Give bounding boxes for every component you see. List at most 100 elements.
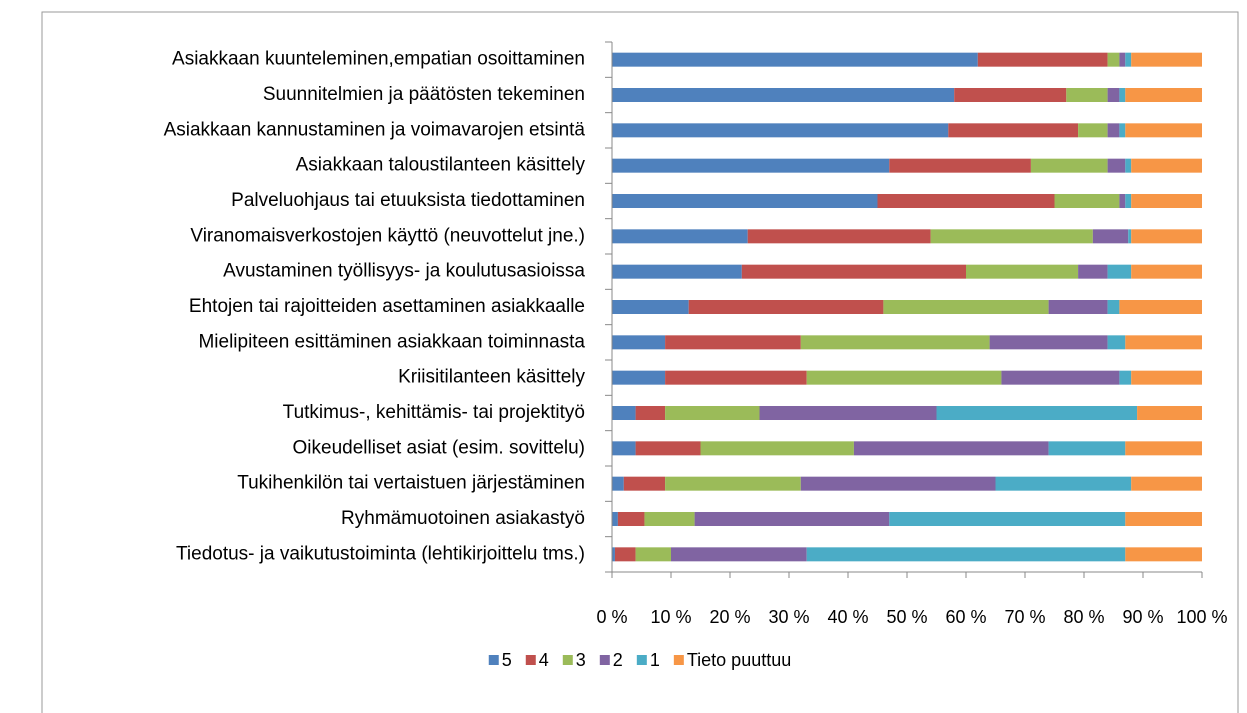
legend-label: 4 [539,650,549,670]
bar-segment [966,264,1079,279]
bar-segment [1048,441,1126,456]
x-tick-label: 20 % [709,607,750,627]
bar-segment [853,441,1049,456]
y-tick-label: Mielipiteen esittäminen asiakkaan toimin… [198,331,585,352]
bar-segment [800,476,996,491]
legend-label: Tieto puuttuu [687,650,791,670]
x-tick-label: 90 % [1122,607,1163,627]
bar-segment [1119,88,1126,102]
bar-segment [1125,88,1202,102]
y-tick-label: Ehtojen tai rajoitteiden asettaminen asi… [189,296,585,317]
bar-segment [612,476,624,491]
bar-segment [1078,123,1108,138]
bar-segment [1125,512,1202,526]
bar-segment [1131,264,1202,279]
chart-frame [41,11,1239,713]
bar-segment [1137,406,1202,420]
x-tick-label: 30 % [768,607,809,627]
bar-segment [617,512,645,526]
legend-swatch [673,655,684,665]
bar-segment [612,300,689,314]
bar-segment [1107,264,1132,279]
bar-segment [977,52,1108,67]
bar-segment [644,512,695,526]
bar-segment [612,264,742,279]
bar-segment [1107,88,1120,102]
bar-segment [1107,52,1120,67]
bar-segment [1030,158,1108,173]
bar-segment [948,123,1079,138]
bar-segment [1125,52,1132,67]
bar-segment [1119,52,1126,67]
x-tick-label: 40 % [827,607,868,627]
bar-segment [1054,194,1120,208]
bar-segment [954,88,1067,102]
y-tick-label: Suunnitelmien ja päätösten tekeminen [263,84,585,105]
legend-label: 3 [576,650,586,670]
bar-segment [889,158,1031,173]
bar-segment [635,406,666,420]
bar-segment [1119,123,1126,138]
y-tick-label: Viranomaisverkostojen käyttö (neuvottelu… [190,225,585,246]
bar-segment [612,441,636,456]
legend-label: 1 [650,650,660,670]
legend-swatch [488,655,499,665]
bar-segment [877,194,1055,208]
bar-segment [688,300,884,314]
bar-segment [1131,370,1202,385]
legend-swatch [636,655,647,665]
legend-swatch [599,655,610,665]
y-tick-label: Tiedotus- ja vaikutustoiminta (lehtikirj… [176,543,585,564]
bar-segment [612,52,978,67]
legend-label: 2 [613,650,623,670]
bar-segment [665,406,760,420]
bar-segment [759,406,937,420]
bar-segment [741,264,966,279]
bar-segment [635,547,671,562]
bar-segment [1078,264,1108,279]
y-tick-label: Palveluohjaus tai etuuksista tiedottamin… [231,190,585,211]
bar-segment [995,476,1132,491]
x-tick-label: 60 % [945,607,986,627]
bar-segment [1125,335,1202,350]
bar-segment [930,229,1093,244]
bar-segment [1131,158,1202,173]
bar-segment [936,406,1138,420]
y-tick-label: Asiakkaan kannustaminen ja voimavarojen … [164,119,586,140]
x-tick-label: 0 % [596,607,627,627]
bar-segment [612,123,949,138]
legend-swatch [525,655,536,665]
bar-segment [665,335,801,350]
bar-segment [700,441,854,456]
bar-segment [1107,335,1126,350]
bar-segment [1131,476,1202,491]
y-tick-label: Tukihenkilön tai vertaistuen järjestämin… [237,473,585,494]
bar-segment [612,88,955,102]
bar-segment [612,547,615,562]
bar-segment [1092,229,1129,244]
bar-segment [1048,300,1108,314]
bar-segment [800,335,990,350]
y-tick-label: Tutkimus-, kehittämis- tai projektityö [283,402,585,423]
x-tick-label: 70 % [1004,607,1045,627]
bar-segment [883,300,1049,314]
y-tick-label: Avustaminen työllisyys- ja koulutusasioi… [223,261,585,282]
bar-segment [1107,158,1126,173]
x-tick-label: 100 % [1176,607,1227,627]
x-tick-label: 80 % [1063,607,1104,627]
bar-segment [1125,158,1132,173]
bar-segment [1119,300,1202,314]
bar-segment [1119,194,1126,208]
bar-segment [612,229,748,244]
bar-segment [1125,547,1202,562]
bar-segment [612,406,636,420]
bar-segment [694,512,890,526]
y-tick-label: Ryhmämuotoinen asiakastyö [341,508,585,529]
bar-segment [1107,300,1120,314]
bar-segment [635,441,701,456]
bar-segment [1119,370,1132,385]
bar-segment [1125,194,1132,208]
bar-segment [747,229,931,244]
bar-segment [614,547,636,562]
